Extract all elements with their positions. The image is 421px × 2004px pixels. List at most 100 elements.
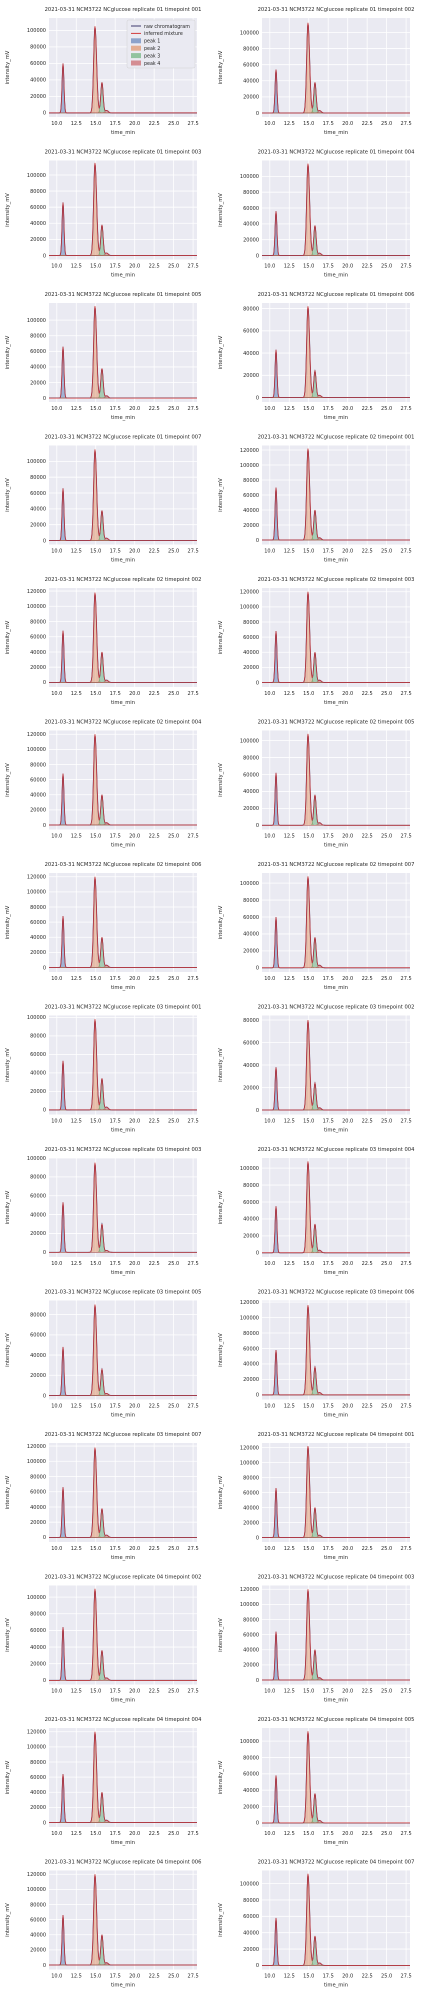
- chart-panel: 2021-03-31 NCM3722 NCglucose replicate 0…: [5, 1290, 201, 1419]
- x-tick-label: 17.5: [323, 406, 334, 412]
- y-axis-label: intensity_mV: [218, 478, 224, 512]
- x-tick-label: 15.0: [90, 406, 101, 412]
- x-tick-label: 25.0: [168, 1404, 179, 1410]
- x-axis-label: time_min: [111, 1555, 135, 1561]
- x-axis-label: time_min: [111, 273, 135, 279]
- y-tick-label: 120000: [27, 1872, 46, 1878]
- y-tick-label: 20000: [30, 1805, 46, 1811]
- panel-title: 2021-03-31 NCM3722 NCglucose replicate 0…: [45, 1005, 202, 1011]
- y-tick-label: 80000: [243, 306, 259, 312]
- x-tick-label: 25.0: [381, 1546, 392, 1552]
- inferred-mixture-line: [262, 448, 410, 541]
- y-tick-label: 80000: [30, 1034, 46, 1040]
- x-axis-label: time_min: [111, 1270, 135, 1276]
- y-tick-label: 100000: [240, 605, 259, 611]
- y-tick-label: 60000: [30, 920, 46, 926]
- plot-area: [49, 1443, 197, 1542]
- x-tick-label: 20.0: [342, 264, 353, 270]
- x-tick-label: 17.5: [110, 1689, 121, 1695]
- y-tick-label: 0: [43, 1820, 46, 1826]
- y-tick-label: 20000: [30, 1520, 46, 1526]
- y-axis-label: intensity_mV: [218, 1760, 224, 1794]
- x-tick-label: 25.0: [381, 121, 392, 127]
- panel-title: 2021-03-31 NCM3722 NCglucose replicate 0…: [45, 150, 202, 156]
- y-tick-label: 60000: [30, 777, 46, 783]
- y-tick-label: 100000: [27, 1887, 46, 1893]
- y-tick-label: 80000: [30, 189, 46, 195]
- y-tick-label: 60000: [243, 206, 259, 212]
- x-tick-label: 10.0: [51, 1831, 62, 1837]
- y-tick-label: 60000: [243, 635, 259, 641]
- y-axis-label: intensity_mV: [5, 1760, 11, 1794]
- y-tick-label: 40000: [243, 351, 259, 357]
- inferred-mixture-line: [262, 22, 410, 114]
- x-tick-label: 22.5: [362, 1261, 373, 1267]
- y-tick-label: 60000: [243, 1200, 259, 1206]
- x-tick-label: 22.5: [149, 121, 160, 127]
- y-tick-label: 80000: [30, 1902, 46, 1908]
- x-tick-label: 20.0: [342, 121, 353, 127]
- plot-area: [262, 1158, 410, 1257]
- panel-title: 2021-03-31 NCM3722 NCglucose replicate 0…: [45, 577, 202, 583]
- plot-area: [49, 1585, 197, 1685]
- y-tick-label: 20000: [243, 1520, 259, 1526]
- x-tick-label: 17.5: [323, 1831, 334, 1837]
- y-tick-label: 60000: [30, 205, 46, 211]
- y-tick-label: 40000: [30, 365, 46, 371]
- y-tick-label: 60000: [30, 1917, 46, 1923]
- x-axis-label: time_min: [111, 1128, 135, 1134]
- x-axis-label: time_min: [111, 130, 135, 136]
- panel-title: 2021-03-31 NCM3722 NCglucose replicate 0…: [45, 1147, 202, 1153]
- x-tick-label: 12.5: [284, 1974, 295, 1980]
- plot-area: [262, 873, 410, 972]
- x-tick-label: 27.5: [401, 1831, 412, 1837]
- y-tick-label: 0: [256, 823, 259, 829]
- inferred-mixture-line: [49, 306, 197, 399]
- x-tick-label: 20.0: [342, 1974, 353, 1980]
- x-tick-label: 25.0: [381, 1689, 392, 1695]
- chart-panel: 2021-03-31 NCM3722 NCglucose replicate 0…: [5, 7, 201, 136]
- x-tick-label: 10.0: [51, 1119, 62, 1125]
- panel-title: 2021-03-31 NCM3722 NCglucose replicate 0…: [258, 1717, 415, 1723]
- x-tick-label: 27.5: [188, 691, 199, 697]
- y-axis-label: intensity_mV: [218, 1618, 224, 1652]
- y-tick-label: 80000: [243, 1018, 259, 1024]
- y-tick-label: 40000: [30, 78, 46, 84]
- panel-title: 2021-03-31 NCM3722 NCglucose replicate 0…: [45, 862, 202, 868]
- y-tick-label: 0: [43, 253, 46, 259]
- y-tick-label: 100000: [240, 30, 259, 36]
- x-tick-label: 27.5: [188, 976, 199, 982]
- y-tick-label: 0: [256, 1821, 259, 1827]
- x-tick-label: 17.5: [323, 549, 334, 555]
- y-tick-label: 20000: [243, 806, 259, 812]
- x-tick-label: 12.5: [71, 976, 82, 982]
- y-tick-label: 0: [43, 396, 46, 402]
- x-tick-label: 15.0: [303, 264, 314, 270]
- x-tick-label: 17.5: [323, 121, 334, 127]
- y-tick-label: 40000: [30, 221, 46, 227]
- x-tick-label: 15.0: [90, 1404, 101, 1410]
- y-tick-label: 20000: [243, 523, 259, 529]
- y-tick-label: 60000: [30, 1333, 46, 1339]
- x-tick-label: 10.0: [51, 1974, 62, 1980]
- inferred-mixture-line: [49, 1588, 197, 1681]
- y-tick-label: 80000: [243, 1755, 259, 1761]
- y-tick-label: 100000: [240, 1739, 259, 1745]
- x-tick-label: 15.0: [303, 691, 314, 697]
- y-tick-label: 60000: [243, 915, 259, 921]
- x-tick-label: 15.0: [303, 549, 314, 555]
- x-tick-label: 22.5: [362, 406, 373, 412]
- x-tick-label: 25.0: [381, 1404, 392, 1410]
- x-tick-label: 17.5: [323, 1404, 334, 1410]
- y-tick-label: 0: [43, 538, 46, 544]
- x-tick-label: 20.0: [342, 1831, 353, 1837]
- x-axis-label: time_min: [111, 1840, 135, 1846]
- x-tick-label: 22.5: [362, 1404, 373, 1410]
- x-tick-label: 25.0: [381, 1261, 392, 1267]
- y-tick-label: 0: [256, 1963, 259, 1969]
- x-tick-label: 10.0: [264, 691, 275, 697]
- x-tick-label: 22.5: [362, 549, 373, 555]
- x-tick-label: 22.5: [149, 1119, 160, 1125]
- x-tick-label: 22.5: [149, 549, 160, 555]
- y-tick-label: 40000: [243, 1362, 259, 1368]
